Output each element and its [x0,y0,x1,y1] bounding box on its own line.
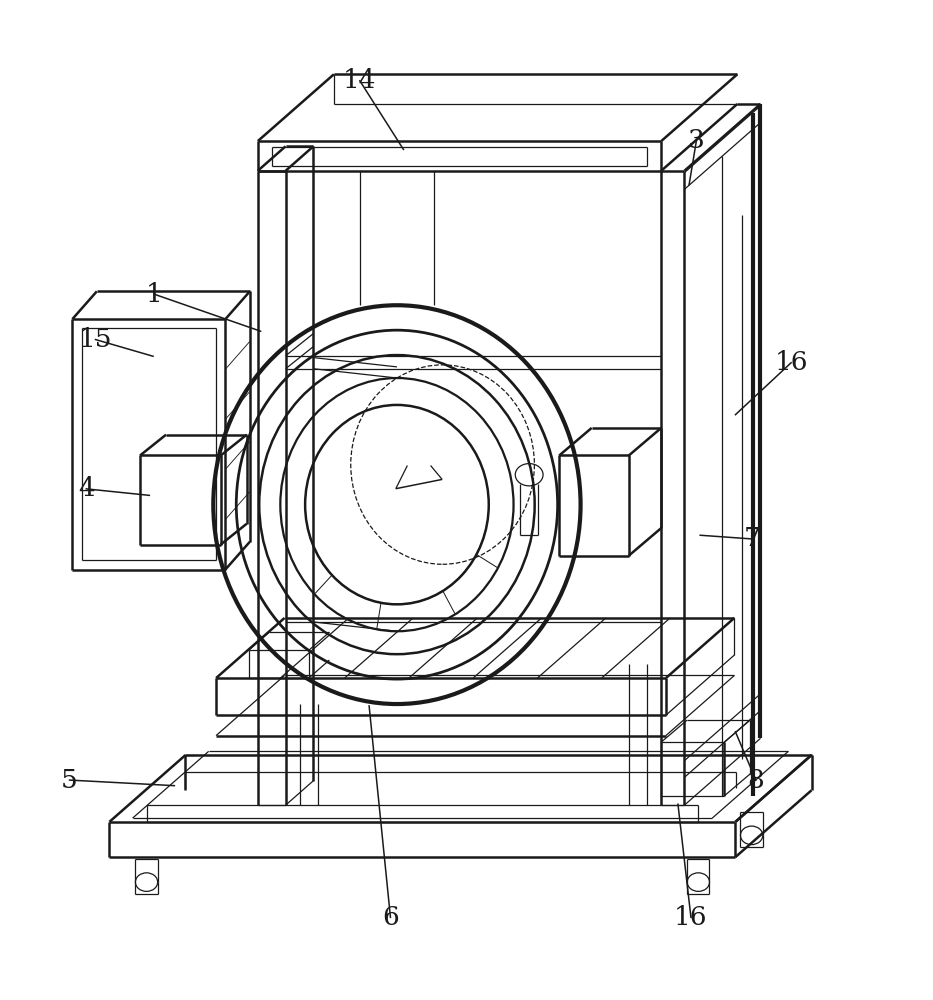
Text: 16: 16 [675,905,708,930]
Text: 16: 16 [774,350,808,375]
Text: 8: 8 [747,768,764,793]
Text: 14: 14 [343,68,377,93]
Text: 3: 3 [688,128,705,153]
Text: 1: 1 [146,282,162,307]
Text: 7: 7 [744,526,760,551]
Text: 15: 15 [78,327,112,352]
Text: 6: 6 [383,905,398,930]
Text: 5: 5 [62,768,78,793]
Text: 4: 4 [77,476,94,501]
